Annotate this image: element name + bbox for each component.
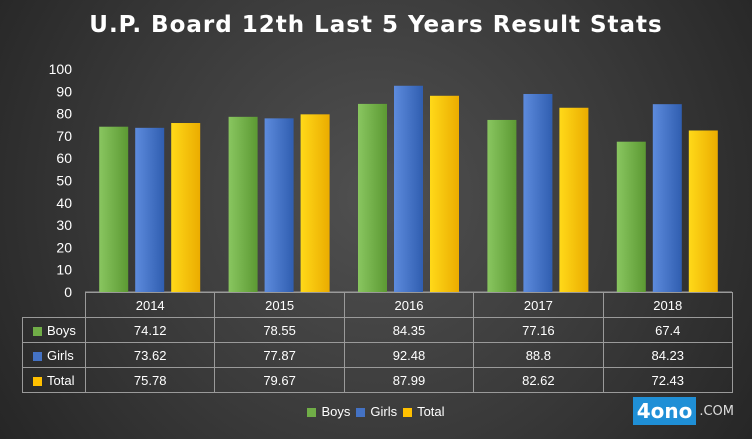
legend-item-total: Total: [403, 404, 445, 419]
table-cell-value: 77.16: [473, 317, 604, 343]
y-tick-label: 10: [56, 262, 72, 278]
y-tick-label: 30: [56, 217, 72, 233]
table-cell-value: 87.99: [343, 367, 475, 393]
data-table: 2014 2015 2016 2017 2018 Boys 74.12 78.55 84.35 7…: [22, 292, 733, 393]
table-cell-value: 84.23: [602, 342, 733, 368]
bar-boys-2018: [616, 141, 646, 292]
table-cell-value: 88.8: [473, 342, 604, 368]
legend-item-girls: Girls: [356, 404, 397, 419]
data-table-container: 2014 2015 2016 2017 2018 Boys 74.12 78.55 84.35 7…: [22, 292, 733, 393]
bar-girls-2014: [135, 127, 165, 293]
logo-suffix: .COM: [699, 403, 734, 419]
series-swatch: [33, 326, 42, 336]
table-cell-value: 77.87: [214, 342, 345, 368]
y-tick-label: 20: [56, 239, 72, 255]
bar-total-2015: [300, 114, 330, 292]
bar-boys-2015: [228, 116, 258, 293]
y-tick-label: 40: [56, 195, 72, 211]
table-cell-value: 67.4: [602, 317, 733, 343]
category-label: 2015: [214, 292, 345, 318]
series-swatch: [33, 376, 42, 386]
category-label: 2014: [84, 292, 216, 318]
category-label: 2016: [343, 292, 475, 318]
bar-girls-2018: [652, 104, 682, 292]
y-tick-label: 70: [56, 128, 72, 144]
series-swatch: [33, 351, 42, 361]
table-cell-value: 92.48: [343, 342, 475, 368]
table-cell-value: 82.62: [473, 367, 604, 393]
series-row-label: Total: [22, 367, 86, 393]
table-cell-value: 75.78: [84, 367, 216, 393]
category-label: 2017: [473, 292, 604, 318]
bar-boys-2016: [358, 103, 387, 292]
bar-girls-2017: [523, 93, 553, 292]
series-row-label: Boys: [22, 317, 86, 343]
legend-swatch: [403, 408, 413, 418]
y-tick-label: 0: [64, 284, 72, 300]
legend-label: Boys: [321, 404, 351, 419]
series-name: Boys: [47, 322, 76, 338]
bar-boys-2017: [487, 119, 517, 292]
table-cell-value: 73.62: [84, 342, 216, 368]
legend-label: Girls: [370, 404, 398, 419]
bar-total-2014: [171, 123, 201, 293]
brand-logo: 4ono .COM: [632, 397, 734, 425]
table-cell-value: 84.35: [343, 317, 475, 343]
legend-item-boys: Boys: [307, 404, 350, 419]
table-row: Girls 73.62 77.87 92.48 88.8 84.23: [22, 342, 733, 368]
table-cell-value: 79.67: [214, 367, 345, 393]
table-corner-cell: [22, 292, 86, 318]
table-cell-value: 74.12: [84, 317, 216, 343]
series-name: Girls: [47, 347, 74, 363]
table-row: Boys 74.12 78.55 84.35 77.16 67.4: [22, 317, 733, 343]
y-tick-label: 60: [56, 150, 72, 166]
legend-label: Total: [417, 404, 445, 419]
logo-mark: 4ono: [632, 397, 697, 425]
bar-total-2017: [559, 107, 589, 292]
table-row: Total 75.78 79.67 87.99 82.62 72.43: [22, 367, 733, 393]
y-tick-label: 80: [56, 106, 72, 122]
category-label: 2018: [602, 292, 733, 318]
chart-legend: Boys Girls Total: [0, 404, 752, 419]
bar-girls-2015: [264, 118, 294, 292]
bar-total-2018: [688, 130, 718, 292]
y-tick-label: 50: [56, 173, 72, 189]
chart-title: U.P. Board 12th Last 5 Years Result Stat…: [89, 12, 663, 38]
table-cell-value: 72.43: [602, 367, 733, 393]
y-tick-label: 100: [49, 61, 73, 77]
table-cell-value: 78.55: [214, 317, 345, 343]
table-header-row: 2014 2015 2016 2017 2018: [22, 292, 733, 318]
bar-girls-2016: [394, 85, 423, 293]
bar-total-2016: [430, 95, 459, 292]
series-name: Total: [47, 372, 75, 388]
bar-boys-2014: [99, 126, 129, 292]
series-row-label: Girls: [22, 342, 86, 368]
legend-swatch: [356, 408, 366, 418]
legend-swatch: [307, 408, 317, 418]
y-tick-label: 90: [56, 83, 72, 99]
